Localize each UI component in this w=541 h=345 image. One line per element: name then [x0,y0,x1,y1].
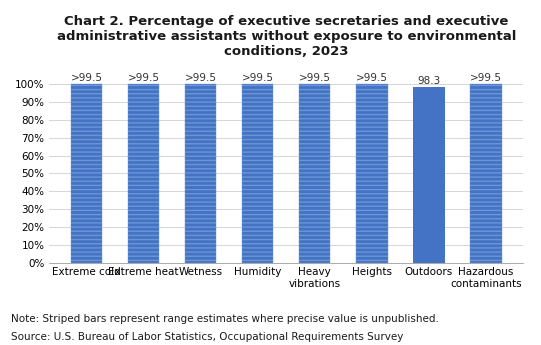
Title: Chart 2. Percentage of executive secretaries and executive
administrative assist: Chart 2. Percentage of executive secreta… [57,15,516,58]
Text: >99.5: >99.5 [184,73,217,83]
Text: 98.3: 98.3 [417,76,440,86]
Text: >99.5: >99.5 [299,73,331,83]
Text: >99.5: >99.5 [356,73,388,83]
Bar [470,84,502,263]
Bar [242,84,273,263]
Bar [185,84,216,263]
Text: >99.5: >99.5 [128,73,160,83]
Bar [299,84,331,263]
Text: >99.5: >99.5 [242,73,274,83]
Bar [71,84,102,263]
Bar [413,87,445,263]
Text: >99.5: >99.5 [470,73,502,83]
Text: >99.5: >99.5 [70,73,103,83]
Text: Source: U.S. Bureau of Labor Statistics, Occupational Requirements Survey: Source: U.S. Bureau of Labor Statistics,… [11,332,403,342]
Bar [128,84,159,263]
Text: Note: Striped bars represent range estimates where precise value is unpublished.: Note: Striped bars represent range estim… [11,314,439,324]
Bar [356,84,387,263]
